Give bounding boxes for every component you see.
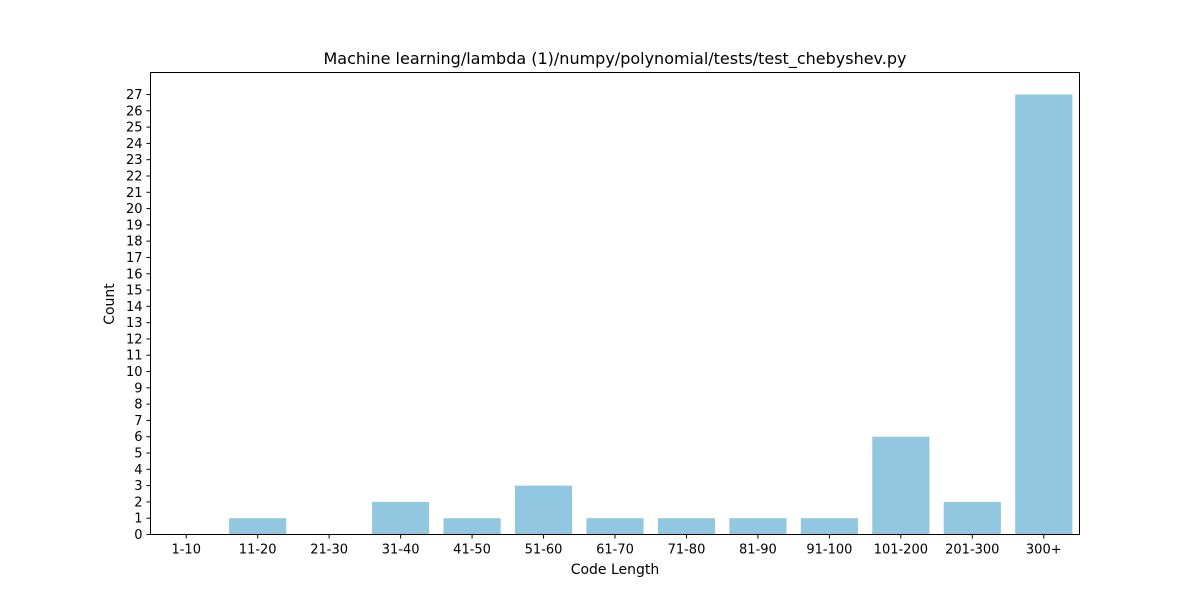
y-tick-label: 26 [126,104,143,119]
y-tick-label: 7 [134,414,142,429]
y-tick-label: 10 [126,365,143,380]
x-tick-label: 91-100 [806,543,852,558]
x-tick-label: 11-20 [239,543,277,558]
bar [800,518,858,535]
y-axis-label: Count [102,283,118,325]
plot-frame [150,72,1080,535]
y-tick-label: 1 [134,512,142,527]
x-tick-label: 41-50 [453,543,491,558]
y-tick-label: 8 [134,398,142,413]
y-tick-label: 19 [126,218,143,233]
y-tick-label: 3 [134,479,142,494]
x-tick-label: 81-90 [739,543,777,558]
y-tick-label: 16 [126,267,143,282]
bar [586,518,644,535]
x-tick-label: 21-30 [310,543,348,558]
x-axis-label: Code Length [571,562,660,578]
bar [943,501,1001,535]
y-tick-label: 13 [126,316,143,331]
x-tick-label: 1-10 [171,543,201,558]
x-tick-label: 31-40 [382,543,420,558]
y-tick-label: 0 [134,528,142,543]
y-tick-label: 5 [134,447,142,462]
y-tick-label: 17 [126,251,143,266]
y-tick-label: 11 [126,349,143,364]
y-tick-label: 24 [126,137,143,152]
y-tick-label: 22 [126,169,143,184]
x-tick-label: 201-300 [945,543,999,558]
bar [729,518,787,535]
bar [372,501,430,535]
y-tick-label: 14 [126,300,143,315]
x-tick-label: 61-70 [596,543,634,558]
y-tick-label: 27 [126,88,143,103]
x-tick-label: 51-60 [525,543,563,558]
bar [1015,94,1073,535]
x-tick-label: 300+ [1026,543,1062,558]
bar [657,518,716,535]
bar [229,518,287,535]
y-tick-label: 20 [126,202,143,217]
y-tick-label: 2 [134,495,142,510]
bars-group [229,94,1073,535]
bar [443,518,501,535]
y-tick-label: 4 [134,463,142,478]
bar [514,485,573,535]
y-tick-label: 23 [126,153,143,168]
y-tick-label: 21 [126,186,143,201]
x-tick-label: 71-80 [668,543,706,558]
x-axis-ticks: 1-10 11-20 21-30 31-40 41-50 51-60 61-70 71-80 8… [171,534,1062,558]
y-tick-label: 9 [134,381,142,396]
bar [872,436,930,535]
y-tick-label: 18 [126,235,143,250]
y-tick-label: 15 [126,284,143,299]
y-tick-label: 25 [126,121,143,136]
chart-title: Machine learning/lambda (1)/numpy/polyno… [323,49,906,69]
y-tick-label: 6 [134,430,142,445]
y-tick-label: 12 [126,332,143,347]
x-tick-label: 101-200 [874,543,928,558]
y-axis-ticks: 0123456789101112131415161718192021222324… [126,88,151,543]
